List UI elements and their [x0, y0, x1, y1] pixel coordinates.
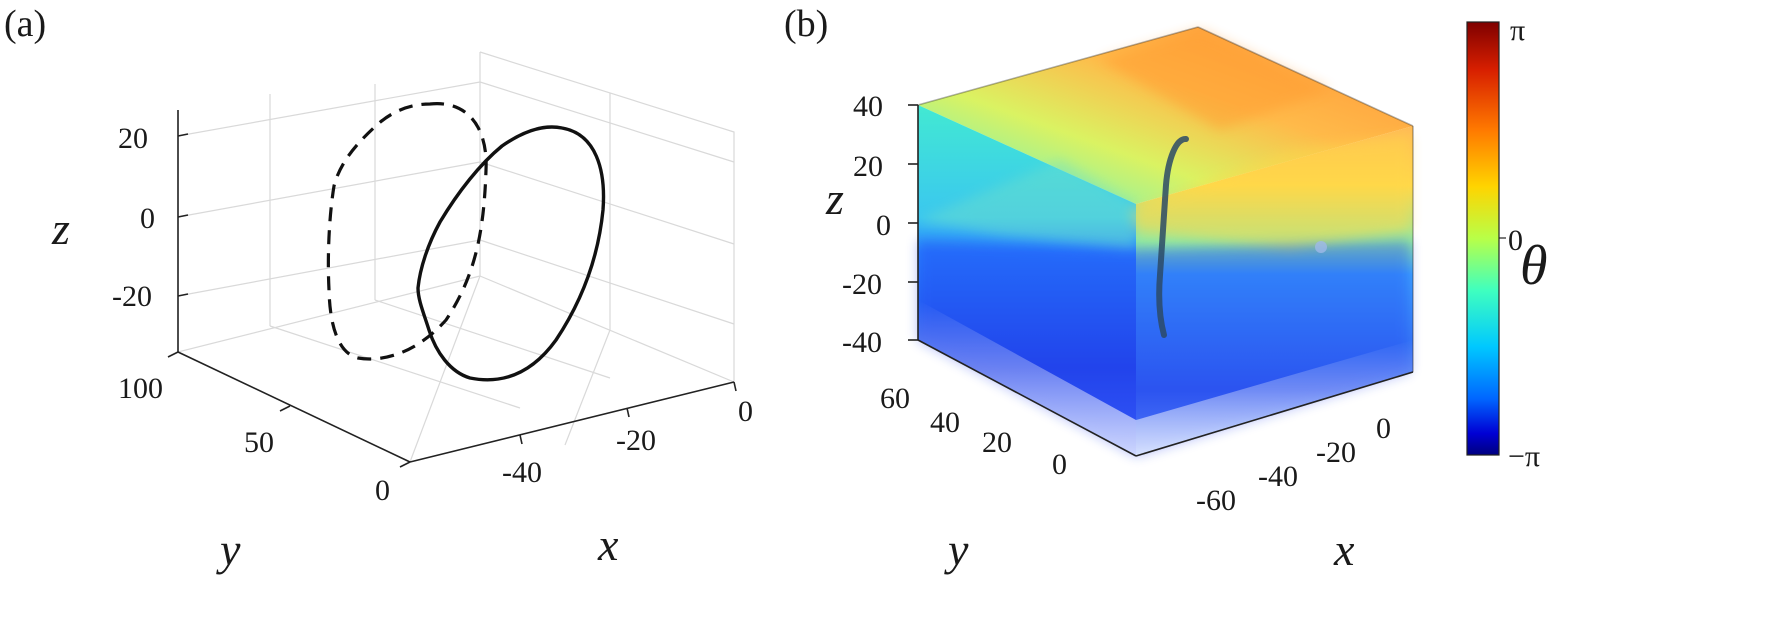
- panel-a-zlabel: z: [51, 203, 70, 254]
- panel-b-xlabel: x: [1333, 524, 1355, 575]
- colorbar-gradient: [1466, 21, 1500, 456]
- colorbar-mid-label: 0: [1508, 224, 1523, 257]
- panel-b-volume: [918, 27, 1413, 456]
- colorbar-top-label: π: [1510, 14, 1525, 47]
- panel-b-xtick-2: -20: [1316, 436, 1356, 469]
- panel-b-axes: [908, 26, 1414, 457]
- panel-a: (a): [4, 3, 753, 575]
- panel-a-xtick-1: -20: [616, 424, 656, 457]
- panel-b-xtick-0: -60: [1196, 484, 1236, 517]
- panel-a-ztick-1: 0: [140, 202, 155, 235]
- panel-a-xtick-0: -40: [502, 456, 542, 489]
- panel-b-ztick-3: -20: [842, 268, 882, 301]
- panel-a-axes: [167, 110, 737, 468]
- panel-b-ytick-2: 20: [982, 426, 1012, 459]
- panel-a-solid-curve: [416, 125, 606, 382]
- panel-a-grid: [177, 51, 735, 463]
- panel-b-ytick-3: 0: [1052, 448, 1067, 481]
- panel-a-ylabel: y: [216, 524, 241, 575]
- panel-b-ztick-0: 40: [853, 90, 883, 123]
- panel-a-ytick-2: 0: [375, 474, 390, 507]
- panel-b-marker: [1315, 241, 1327, 253]
- panel-a-dashed-curve: [326, 102, 488, 361]
- panel-a-ztick-0: 20: [118, 122, 148, 155]
- panel-b-trajectory: [1156, 136, 1189, 338]
- panel-b-ytick-1: 40: [930, 406, 960, 439]
- panel-b-ztick-1: 20: [853, 150, 883, 183]
- colorbar: π 0 −π θ: [1466, 14, 1548, 473]
- colorbar-title: θ: [1520, 235, 1548, 297]
- panel-b-ylabel: y: [944, 524, 969, 575]
- panel-b-ztick-4: -40: [842, 326, 882, 359]
- panel-b-xtick-1: -40: [1258, 460, 1298, 493]
- panel-b-ytick-0: 60: [880, 382, 910, 415]
- panel-b-label: (b): [784, 3, 828, 45]
- colorbar-bottom-label: −π: [1508, 440, 1540, 473]
- panel-b-zlabel: z: [825, 173, 844, 224]
- panel-b-xtick-3: 0: [1376, 412, 1391, 445]
- panel-a-ytick-1: 50: [244, 426, 274, 459]
- panel-b: (b): [784, 3, 1414, 575]
- panel-a-xlabel: x: [597, 519, 619, 570]
- panel-a-label: (a): [4, 3, 46, 45]
- panel-a-ytick-0: 100: [118, 372, 163, 405]
- panel-a-xtick-2: 0: [738, 395, 753, 428]
- panel-b-ztick-2: 0: [876, 209, 891, 242]
- panel-a-ztick-2: -20: [112, 280, 152, 313]
